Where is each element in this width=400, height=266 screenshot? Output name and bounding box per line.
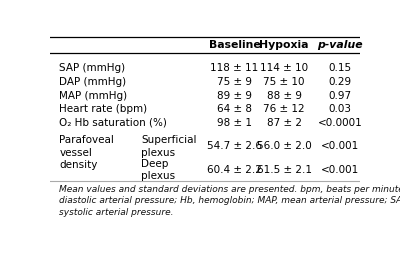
- Text: 87 ± 2: 87 ± 2: [266, 118, 302, 128]
- Text: SAP (mmHg): SAP (mmHg): [59, 64, 126, 73]
- Text: 0.97: 0.97: [328, 91, 352, 101]
- Text: Parafoveal
vessel
density: Parafoveal vessel density: [59, 135, 114, 170]
- Text: Heart rate (bpm): Heart rate (bpm): [59, 104, 148, 114]
- Text: 89 ± 9: 89 ± 9: [217, 91, 252, 101]
- Text: Baseline: Baseline: [208, 40, 260, 50]
- Text: <0.001: <0.001: [321, 141, 359, 151]
- Text: Superficial
plexus: Superficial plexus: [142, 135, 197, 158]
- Text: <0.001: <0.001: [321, 165, 359, 175]
- Text: 88 ± 9: 88 ± 9: [266, 91, 302, 101]
- Text: O₂ Hb saturation (%): O₂ Hb saturation (%): [59, 118, 167, 128]
- Text: 98 ± 1: 98 ± 1: [217, 118, 252, 128]
- Text: Mean values and standard deviations are presented. bpm, beats per minute; DAP,
d: Mean values and standard deviations are …: [59, 185, 400, 217]
- Text: MAP (mmHg): MAP (mmHg): [59, 91, 128, 101]
- Text: 0.03: 0.03: [328, 104, 351, 114]
- Text: 64 ± 8: 64 ± 8: [217, 104, 252, 114]
- Text: p-value: p-value: [317, 40, 363, 50]
- Text: Deep
plexus: Deep plexus: [142, 159, 176, 181]
- Text: 118 ± 11: 118 ± 11: [210, 64, 258, 73]
- Text: 75 ± 10: 75 ± 10: [263, 77, 305, 87]
- Text: 76 ± 12: 76 ± 12: [263, 104, 305, 114]
- Text: 114 ± 10: 114 ± 10: [260, 64, 308, 73]
- Text: 54.7 ± 2.6: 54.7 ± 2.6: [207, 141, 262, 151]
- Text: 60.4 ± 2.2: 60.4 ± 2.2: [207, 165, 262, 175]
- Text: 75 ± 9: 75 ± 9: [217, 77, 252, 87]
- Text: <0.0001: <0.0001: [318, 118, 362, 128]
- Text: 56.0 ± 2.0: 56.0 ± 2.0: [257, 141, 312, 151]
- Text: 61.5 ± 2.1: 61.5 ± 2.1: [256, 165, 312, 175]
- Text: Hypoxia: Hypoxia: [259, 40, 309, 50]
- Text: DAP (mmHg): DAP (mmHg): [59, 77, 126, 87]
- Text: 0.15: 0.15: [328, 64, 352, 73]
- Text: 0.29: 0.29: [328, 77, 352, 87]
